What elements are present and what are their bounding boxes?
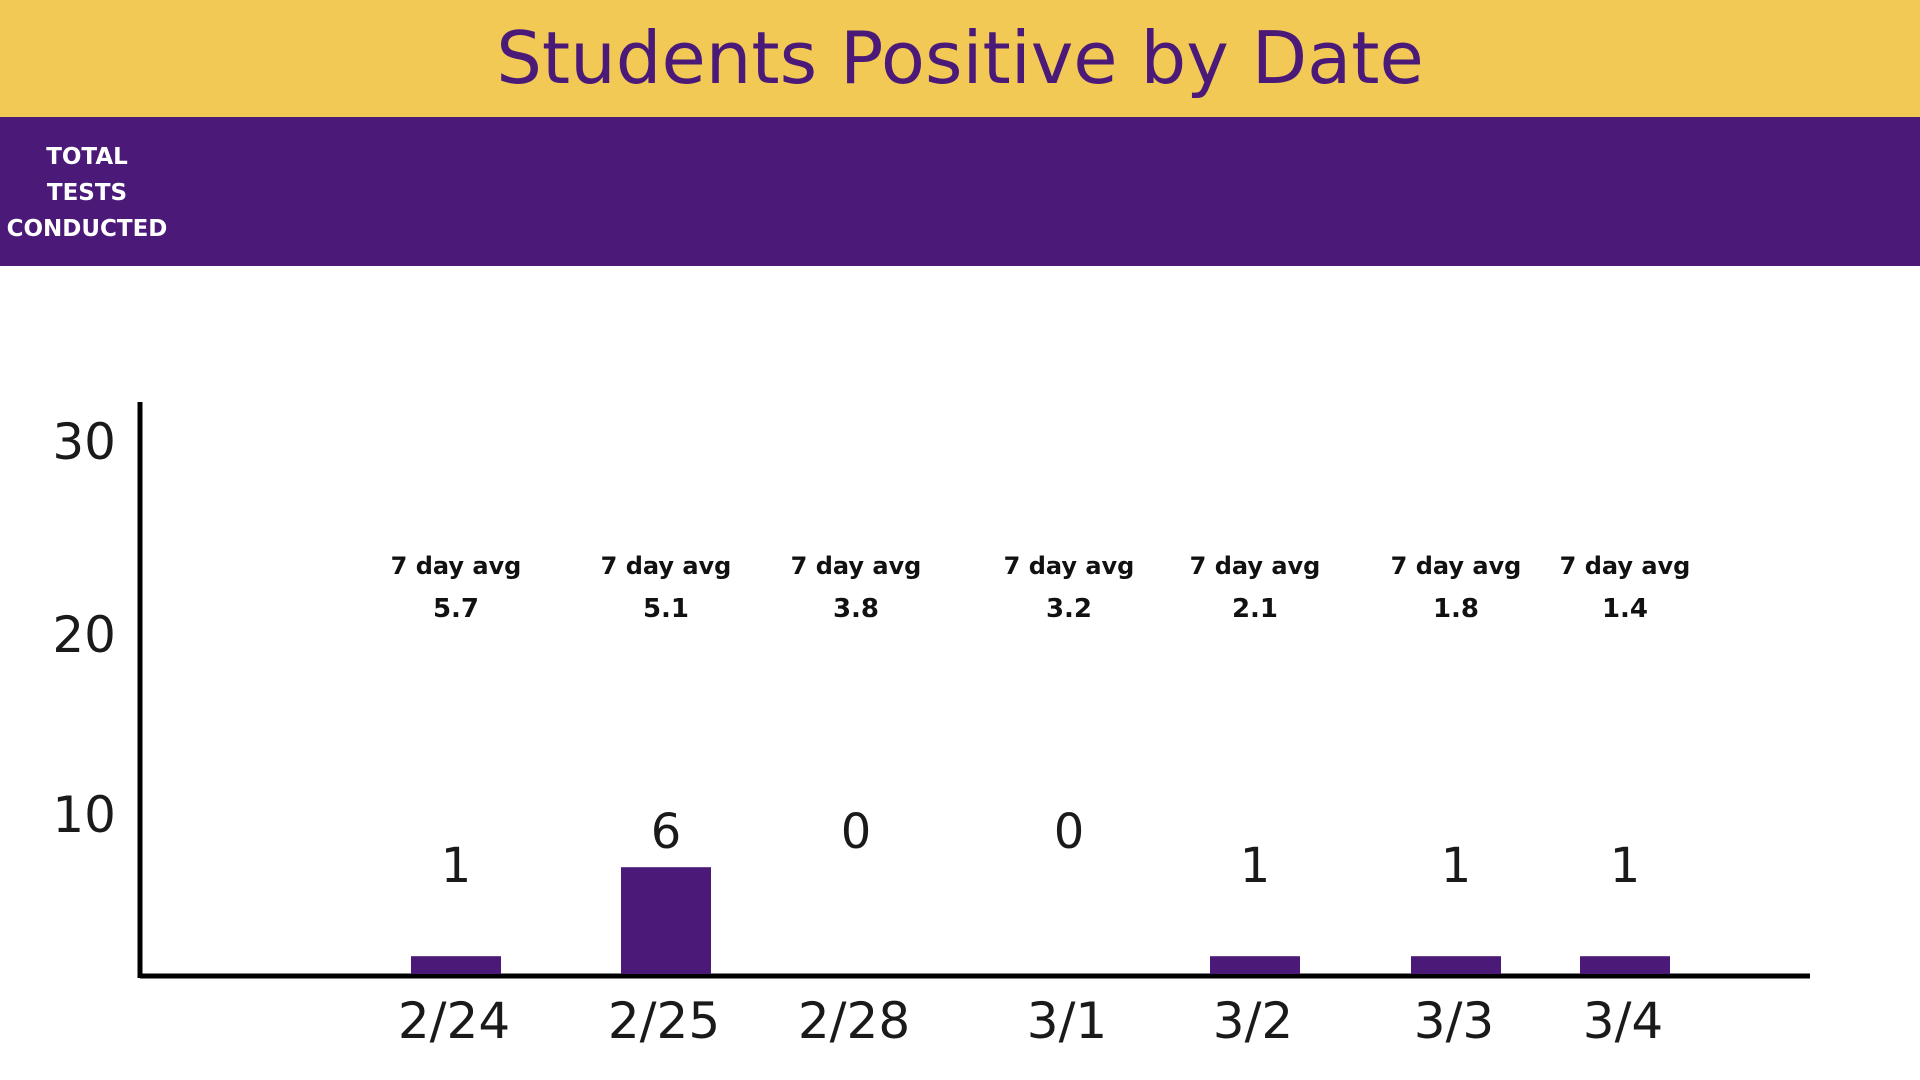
bar-value-label: 1 — [1441, 838, 1472, 894]
seven-day-avg-label: 7 day avg — [1190, 552, 1321, 580]
seven-day-avg-label: 7 day avg — [1391, 552, 1522, 580]
seven-day-avg-value: 5.1 — [643, 594, 689, 624]
bar — [1580, 956, 1670, 974]
bar-value-label: 0 — [1054, 804, 1085, 860]
bar-value-label: 1 — [1610, 838, 1641, 894]
seven-day-avg-value: 2.1 — [1232, 594, 1278, 624]
bar — [411, 956, 501, 974]
seven-day-avg-value: 5.7 — [433, 594, 479, 624]
bar — [1210, 956, 1300, 974]
total-tests-label-line: TOTAL — [46, 144, 128, 170]
total-tests-label-line: TESTS — [46, 180, 128, 206]
bar-value-label: 0 — [841, 804, 872, 860]
bar-value-label: 6 — [651, 804, 682, 860]
total-tests-label-line: CONDUCTED — [6, 216, 168, 242]
seven-day-avg-labels: 7 day avg 5.7 7 day avg 5.1 7 day avg 3.8 7 da… — [391, 552, 1691, 624]
total-tests-label: TOTAL TESTS CONDUCTED — [0, 139, 174, 247]
seven-day-avg-label: 7 day avg — [1004, 552, 1135, 580]
title-band — [0, 0, 1920, 117]
x-tick-label: 3/4 — [1583, 992, 1663, 1050]
y-tick-label: 30 — [52, 413, 116, 471]
x-tick-label: 3/3 — [1414, 992, 1494, 1050]
bars — [411, 867, 1670, 974]
seven-day-avg-value: 1.8 — [1433, 594, 1479, 624]
seven-day-avg-value: 3.2 — [1046, 594, 1092, 624]
bar — [1411, 956, 1501, 974]
x-tick-label: 2/24 — [398, 992, 510, 1050]
total-tests-band — [0, 117, 1920, 266]
seven-day-avg-label: 7 day avg — [391, 552, 522, 580]
seven-day-avg-label: 7 day avg — [791, 552, 922, 580]
x-tick-label: 3/2 — [1213, 992, 1293, 1050]
bar — [621, 867, 711, 974]
seven-day-avg-value: 1.4 — [1602, 594, 1648, 624]
y-tick-label: 20 — [52, 606, 116, 664]
x-tick-label: 2/28 — [798, 992, 910, 1050]
x-tick-label: 2/25 — [608, 992, 720, 1050]
x-tick-label: 3/1 — [1027, 992, 1107, 1050]
chart-title: Students Positive by Date — [496, 16, 1424, 100]
seven-day-avg-label: 7 day avg — [1560, 552, 1691, 580]
seven-day-avg-label: 7 day avg — [601, 552, 732, 580]
bar-value-label: 1 — [441, 838, 472, 894]
seven-day-avg-value: 3.8 — [833, 594, 879, 624]
y-tick-label: 10 — [52, 786, 116, 844]
bar-value-labels: 1 6 0 0 1 1 1 — [441, 804, 1641, 894]
x-axis-ticks: 2/24 2/25 2/28 3/1 3/2 3/3 3/4 — [398, 992, 1663, 1050]
y-axis-ticks: 10 20 30 — [52, 413, 116, 844]
bar-value-label: 1 — [1240, 838, 1271, 894]
